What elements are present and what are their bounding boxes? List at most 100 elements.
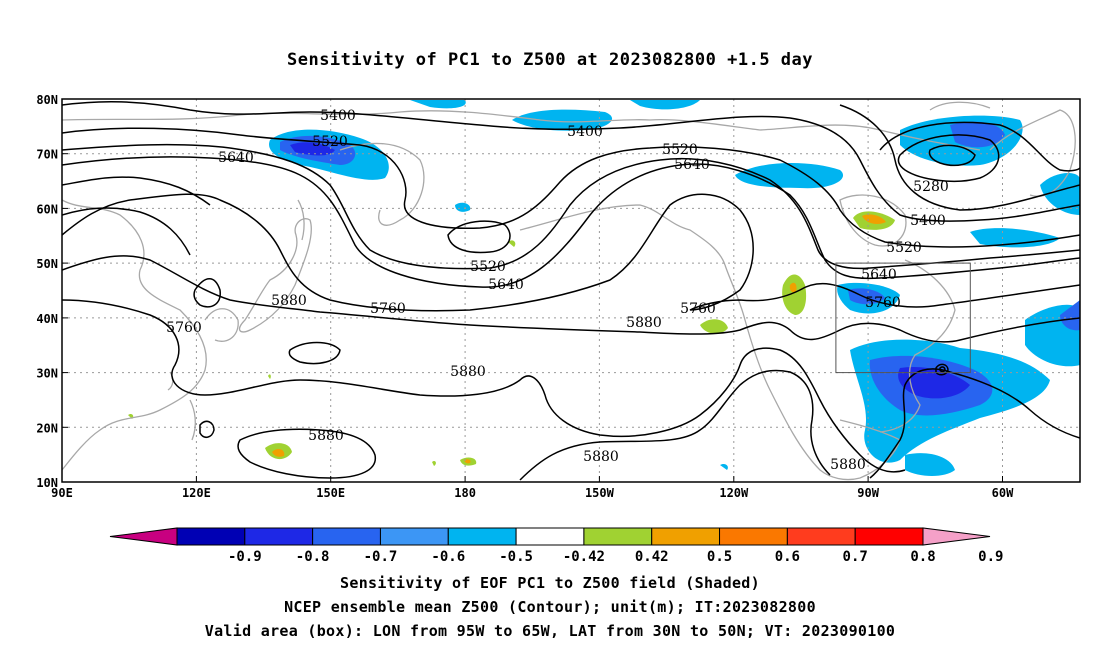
contour-label-2: 5520 <box>312 134 348 150</box>
coast-east-asia <box>62 199 207 471</box>
colorbar-end-low <box>109 527 178 546</box>
contour-5760-island <box>193 278 221 308</box>
lat-label-60n: 60N <box>36 202 58 216</box>
contour-label-1: 5400 <box>320 108 356 124</box>
lon-label-90e: 90E <box>51 486 73 500</box>
colorbar-box <box>854 527 924 546</box>
contour-label-18: 5400 <box>910 213 946 229</box>
colorbar-tick-label: -0.8 <box>296 549 330 565</box>
lat-label-10n: 10N <box>36 476 58 490</box>
lon-label-150e: 150E <box>316 486 345 500</box>
pos-area-misc2 <box>432 460 436 466</box>
contour-5880-tiny <box>199 420 215 438</box>
colorbar-box <box>719 527 788 546</box>
contour-5760 <box>62 193 1080 312</box>
map-frame <box>61 98 1081 483</box>
contour-label-10: 5880 <box>271 293 307 309</box>
colorbar-box <box>447 527 517 546</box>
longitude-labels: 90E 120E 150E 180 150W 120W 90W 60W <box>51 486 1014 500</box>
neg-area-caribbean <box>905 453 955 476</box>
colorbar-tick-label: -0.6 <box>431 549 465 565</box>
coast-siberia <box>62 110 651 123</box>
coast-islands-1 <box>929 101 991 111</box>
neg-area-arctic-1 <box>410 100 466 109</box>
contour-5280-inner <box>928 144 976 167</box>
lon-label-150w: 150W <box>585 486 615 500</box>
colorbar-end-high <box>922 527 991 546</box>
contour-label-6: 5640 <box>674 157 710 173</box>
z500-contours <box>62 100 1080 481</box>
coast-taiwan <box>167 371 174 391</box>
contour-5520-east <box>839 104 1080 211</box>
lon-label-60w: 60W <box>992 486 1014 500</box>
lat-label-40n: 40N <box>36 312 58 326</box>
contour-label-12: 5880 <box>626 315 662 331</box>
contour-label-7: 5520 <box>470 259 506 275</box>
colorbar-box <box>583 527 653 546</box>
neg-area-arctic-3 <box>630 100 700 110</box>
colorbar-tick-label: 0.6 <box>775 549 800 565</box>
contour-5880-east <box>519 369 831 481</box>
neg-area-arctic-2 <box>512 109 613 131</box>
pos-area-rockies-core <box>789 282 797 293</box>
colorbar-box <box>786 527 856 546</box>
contour-label-21: 5760 <box>865 295 901 311</box>
neg-area-nw-pacific-core2 <box>290 142 335 156</box>
contour-label-8: 5640 <box>488 277 524 293</box>
colorbar-tick-label: 0.42 <box>635 549 669 565</box>
contour-label-22: 5880 <box>830 457 866 473</box>
pos-area-philippine-core <box>272 449 285 457</box>
graticule <box>62 99 1080 482</box>
contour-5880-main <box>62 255 1080 343</box>
contour-label-15: 5880 <box>308 428 344 444</box>
colorbar-box <box>651 527 721 546</box>
tick-marks <box>62 98 1003 482</box>
colorbar-tick-label: 0.8 <box>910 549 935 565</box>
lon-label-120w: 120W <box>719 486 749 500</box>
lat-label-50n: 50N <box>36 257 58 271</box>
colorbar-tick-label: -0.7 <box>364 549 398 565</box>
lat-label-20n: 20N <box>36 421 58 435</box>
shaded-sensitivity <box>128 100 1080 476</box>
lat-label-80n: 80N <box>36 93 58 107</box>
colorbar-tick-label: -0.42 <box>563 549 605 565</box>
valid-area-box <box>835 262 971 374</box>
coast-japan <box>238 218 312 333</box>
contour-5880-lower <box>237 428 376 479</box>
contour-5280 <box>897 134 1000 183</box>
colorbar-tick-label: 0.5 <box>707 549 732 565</box>
contour-5400-east <box>879 121 1080 172</box>
pos-area-misc1 <box>268 374 271 379</box>
neg-area-labrador <box>970 228 1060 248</box>
contour-label-4: 5400 <box>567 124 603 140</box>
neg-area-atlantic-core2 <box>898 366 970 399</box>
colorbar-box <box>244 527 314 546</box>
contour-extra-2 <box>62 207 191 256</box>
lon-label-120e: 120E <box>182 486 211 500</box>
coast-greenland <box>989 109 1076 197</box>
contour-5880-south <box>62 299 906 473</box>
colorbar-tick-label: 0.7 <box>843 549 868 565</box>
lat-label-70n: 70N <box>36 148 58 162</box>
contour-label-3: 5640 <box>218 150 254 166</box>
coast-philippines <box>189 399 196 441</box>
lon-label-90w: 90W <box>857 486 879 500</box>
colorbar: -0.9 -0.8 -0.7 -0.6 -0.5 -0.42 0.42 0.5 0.6 0.7 0.… <box>109 527 1003 565</box>
coast-kamchatka <box>339 142 425 226</box>
contour-label-16: 5880 <box>583 449 619 465</box>
latitude-labels: 80N 70N 60N 50N 40N 30N 20N 10N <box>36 93 58 490</box>
contour-5880-hi <box>288 341 341 365</box>
contour-5640 <box>62 156 1080 288</box>
neg-area-greenland <box>1040 173 1080 215</box>
lon-label-180: 180 <box>454 486 476 500</box>
contour-label-14: 5880 <box>450 364 486 380</box>
coast-us-east <box>879 259 956 433</box>
contour-label-20: 5640 <box>861 267 897 283</box>
contour-5400 <box>62 100 1080 222</box>
pos-area-dateline-core <box>464 459 471 464</box>
contour-label-13: 5760 <box>680 301 716 317</box>
contour-5520-south <box>62 143 1080 270</box>
contour-label-5: 5520 <box>662 142 698 158</box>
pos-area-rockies <box>782 274 807 315</box>
